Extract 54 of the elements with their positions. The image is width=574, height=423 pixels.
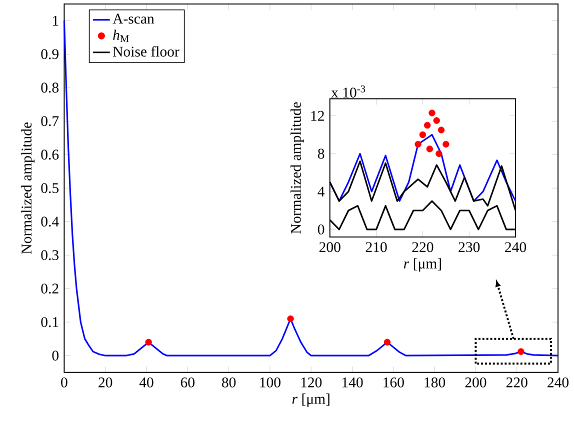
point [287,316,294,322]
point [414,141,422,148]
point [428,110,436,116]
point [424,122,431,129]
y-tick-label: 4 [318,186,325,197]
x-tick-label: 80 [222,378,236,388]
x-tick-label: 220 [506,378,528,388]
legend-label: Noise floor [113,46,180,57]
x-tick-label: 200 [465,378,486,388]
x-tick-label: 120 [301,378,322,388]
x-tick-label: 240 [505,242,526,252]
x-tick-label: 100 [260,378,280,388]
point [438,126,445,134]
x-tick-label: 160 [384,378,404,388]
y-tick-label: 0.1 [41,317,58,328]
legend-label: h$_{M}$ [113,30,129,42]
point [145,338,152,346]
legend-label: A-scan [112,14,154,24]
y-axis-title: Normalized amplitude [21,122,35,254]
point [419,132,426,138]
y-axis-title: Normalized amplitude [290,102,304,234]
y-tick-label: 0.2 [41,284,58,294]
x-axis-title: r [μm] [404,258,441,272]
x-axis-title: r [μm] [292,394,330,408]
annotation: x 10$^{-3}$ [331,86,366,98]
x-tick-label: 180 [424,378,446,388]
x-tick-label: 210 [366,242,387,252]
y-tick-label: 0.7 [41,116,59,126]
x-tick-label: 240 [548,378,569,388]
point [436,150,442,158]
y-tick-label: 1 [53,16,58,26]
point [426,146,434,152]
y-tick-label: 0.3 [41,250,59,260]
x-tick-label: 20 [98,378,112,388]
y-tick-label: 8 [318,148,324,159]
x-tick-label: 220 [412,242,434,252]
y-tick-label: 0 [52,350,59,361]
x-tick-label: 140 [342,378,363,388]
y-tick-label: 0.6 [41,150,59,160]
x-tick-label: 200 [319,242,340,252]
point [518,348,524,356]
y-tick-label: 0.4 [41,216,59,227]
y-tick-label: 12 [311,111,324,121]
y-tick-label: 0.8 [41,82,59,93]
y-tick-label: 0 [318,224,324,235]
x-tick-label: 40 [139,378,154,388]
x-tick-label: 230 [458,242,480,252]
x-tick-label: 60 [180,378,194,388]
y-tick-label: 0.9 [41,49,58,60]
point [384,338,391,346]
point [433,117,440,124]
point [442,141,450,148]
y-tick-label: 0.5 [41,183,59,194]
x-tick-label: 0 [61,378,68,388]
